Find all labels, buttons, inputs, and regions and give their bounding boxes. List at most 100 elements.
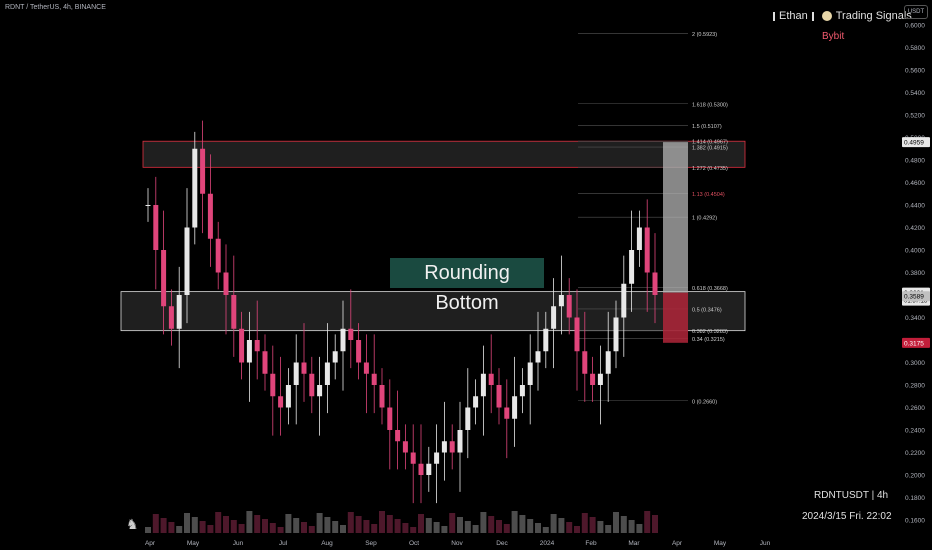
volume-bar — [519, 515, 526, 533]
y-tick-label: 0.1800 — [905, 495, 925, 502]
candle-body — [496, 385, 502, 408]
y-tick-label: 0.2400 — [905, 428, 925, 435]
volume-bar — [410, 527, 417, 533]
volume-bar — [535, 523, 541, 533]
tradingview-logo-icon[interactable]: ♞ — [126, 516, 139, 532]
y-tick-label: 0.2000 — [905, 473, 925, 480]
candle-body — [566, 295, 572, 318]
candle-body — [418, 463, 424, 475]
candle-body — [223, 272, 229, 295]
candle-body — [207, 193, 213, 239]
x-tick-label: Apr — [672, 540, 683, 547]
volume-bar — [558, 518, 565, 533]
candle-body — [652, 272, 658, 295]
resistance-zone — [142, 140, 746, 168]
candle-body — [231, 295, 237, 329]
fib-level-label: 2 (0.5923) — [692, 32, 717, 38]
candle-body — [215, 238, 221, 273]
unit-badge[interactable]: USDT — [904, 5, 928, 19]
volume-bar — [308, 526, 315, 533]
x-tick-label: Mar — [628, 540, 640, 547]
candle-body — [613, 317, 619, 352]
candle-body — [145, 205, 151, 206]
target-box — [663, 142, 688, 293]
coin-icon — [821, 11, 832, 21]
fib-level-label: 1 (0.4292) — [692, 216, 717, 222]
volume-bar — [620, 516, 627, 533]
volume-bar — [230, 520, 237, 533]
volume-bar — [503, 524, 510, 533]
candle-body — [363, 362, 369, 374]
candle-body — [192, 148, 198, 228]
volume-bar — [223, 516, 229, 533]
candle-body — [410, 452, 416, 464]
x-tick-label: Aug — [321, 540, 333, 547]
candle-body — [239, 328, 245, 363]
volume-bar — [340, 525, 346, 533]
volume-bar — [496, 520, 502, 533]
candle-body — [332, 351, 338, 363]
candle-body — [254, 340, 260, 352]
volume-bar — [152, 514, 159, 533]
volume-bar — [215, 512, 222, 533]
stop-box — [663, 292, 688, 343]
candle-body — [246, 340, 252, 363]
y-tick-label: 0.4200 — [905, 225, 925, 232]
y-tick-label: 0.2800 — [905, 383, 925, 390]
fib-level-label: 0.618 (0.3668) — [692, 286, 728, 292]
candle-body — [402, 441, 408, 453]
candle-body — [465, 407, 471, 430]
volume-bar — [433, 522, 440, 533]
volume-bar — [542, 527, 549, 533]
candle-body — [434, 452, 440, 464]
candle-body — [356, 340, 362, 363]
footer-datetime: 2024/3/15 Fri. 22:02 — [802, 511, 892, 522]
candle-body — [644, 227, 650, 273]
volume-bar — [652, 515, 658, 533]
volume-bar — [168, 522, 175, 533]
candle-body — [473, 396, 479, 408]
volume-bar — [550, 514, 557, 533]
y-tick-label: 0.5200 — [905, 113, 925, 120]
x-tick-label: Jul — [279, 540, 288, 547]
candle-body — [153, 205, 159, 250]
y-tick-label: 0.5800 — [905, 45, 925, 52]
pattern-label: Rounding Bottom — [390, 258, 544, 314]
x-tick-label: 2024 — [540, 540, 555, 547]
fib-level-label: 0.382 (0.3283) — [692, 329, 728, 335]
volume-bar — [355, 516, 362, 533]
volume-bar — [145, 527, 151, 533]
volume-bar — [277, 527, 284, 533]
volume-bar — [285, 514, 292, 533]
volume-bar — [402, 523, 409, 533]
candle-body — [168, 306, 174, 329]
candle-body — [278, 396, 284, 408]
candle-body — [574, 317, 580, 352]
candle-body — [488, 373, 494, 385]
volume-bar — [464, 521, 471, 533]
candle-body — [629, 250, 635, 284]
y-tick-label: 0.3400 — [905, 315, 925, 322]
brand-left-label: Ethan — [779, 10, 808, 22]
volume-bar — [176, 526, 183, 533]
volume-bar — [441, 526, 448, 533]
candle-body — [558, 295, 564, 307]
bar-glyph-icon — [811, 11, 814, 21]
volume-bar — [191, 517, 198, 533]
candle-body — [512, 396, 518, 419]
volume-bar — [324, 517, 331, 533]
candle-body — [504, 407, 510, 419]
fib-level-label: 1.5 (0.5107) — [692, 124, 722, 130]
candle-body — [309, 373, 315, 397]
volume-bar — [347, 512, 354, 533]
y-tick-label: 0.5400 — [905, 90, 925, 97]
footer-pair: RDNTUSDT | 4h — [814, 490, 889, 501]
fib-level-label: 1.272 (0.4735) — [692, 166, 728, 172]
candle-body — [371, 373, 377, 385]
candle-body — [480, 373, 486, 397]
price-label-badge — [902, 137, 930, 148]
fib-level-label: 0.5 (0.3476) — [692, 307, 722, 313]
volume-bar — [605, 525, 612, 533]
y-tick-label: 0.5600 — [905, 68, 925, 75]
